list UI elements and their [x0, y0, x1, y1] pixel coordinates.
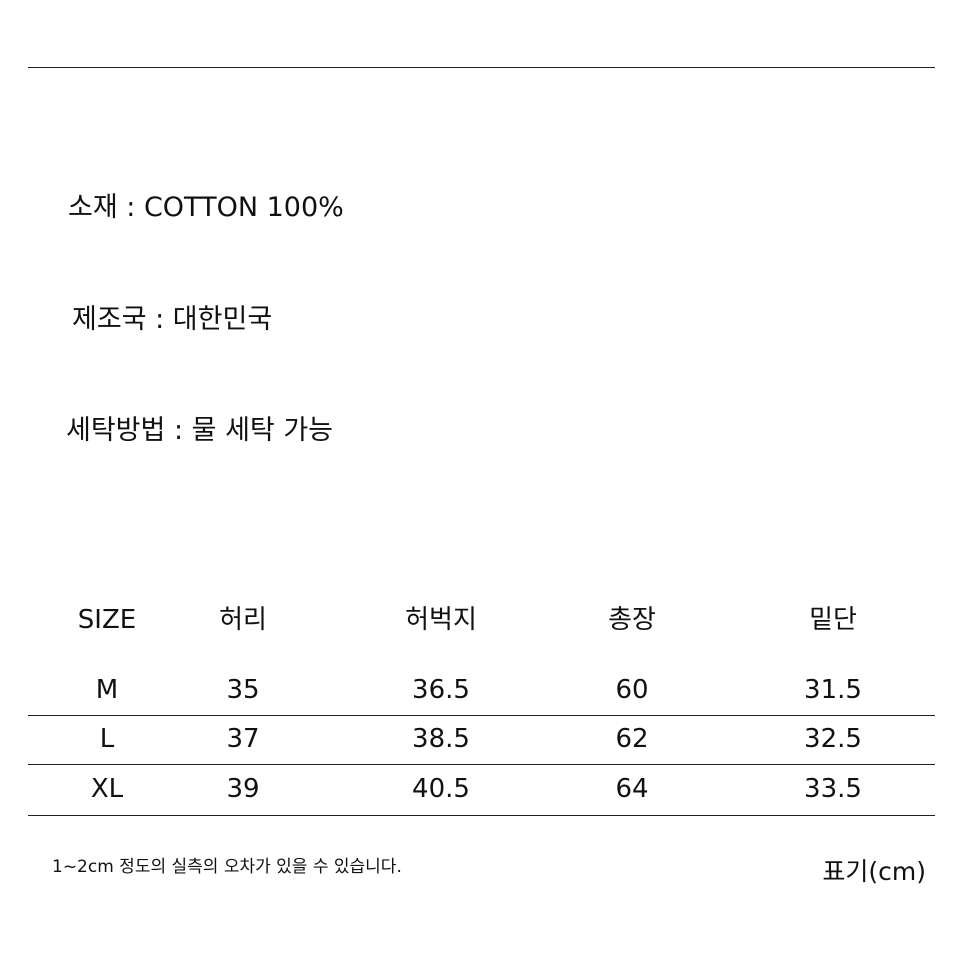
- table-header: 허벅지: [405, 605, 477, 635]
- table-cell: 39: [226, 774, 260, 804]
- table-cell: 38.5: [412, 724, 470, 754]
- material-info: 소재 : COTTON 100%: [68, 192, 344, 223]
- row-divider: [28, 764, 935, 765]
- table-cell: 33.5: [804, 774, 862, 804]
- table-cell: L: [99, 724, 115, 754]
- table-cell: 40.5: [412, 774, 470, 804]
- unit-label: 표기(cm): [822, 857, 926, 886]
- table-header: SIZE: [77, 605, 137, 635]
- table-cell: 32.5: [804, 724, 862, 754]
- top-divider: [28, 67, 935, 68]
- info-value: 물 세탁 가능: [191, 415, 334, 446]
- measurement-note: 1~2cm 정도의 실측의 오차가 있을 수 있습니다.: [52, 857, 402, 877]
- row-divider: [28, 715, 935, 716]
- table-cell: 31.5: [804, 675, 862, 705]
- table-cell: XL: [90, 774, 124, 804]
- table-header: 총장: [608, 605, 656, 635]
- table-header: 허리: [219, 605, 267, 635]
- info-value: 대한민국: [172, 304, 273, 335]
- table-cell: 37: [226, 724, 260, 754]
- info-label: 제조국: [72, 304, 147, 335]
- table-cell: 36.5: [412, 675, 470, 705]
- origin-info: 제조국 : 대한민국: [72, 304, 273, 335]
- table-cell: 62: [615, 724, 649, 754]
- table-cell: 60: [615, 675, 649, 705]
- table-cell: 64: [615, 774, 649, 804]
- table-header: 밑단: [809, 605, 857, 635]
- info-value: COTTON 100%: [143, 192, 344, 223]
- info-label: 세탁방법: [66, 415, 166, 446]
- table-cell: 35: [226, 675, 260, 705]
- table-cell: M: [95, 675, 119, 705]
- info-label: 소재: [68, 192, 118, 223]
- row-divider: [28, 815, 935, 816]
- washing-info: 세탁방법 : 물 세탁 가능: [66, 415, 334, 446]
